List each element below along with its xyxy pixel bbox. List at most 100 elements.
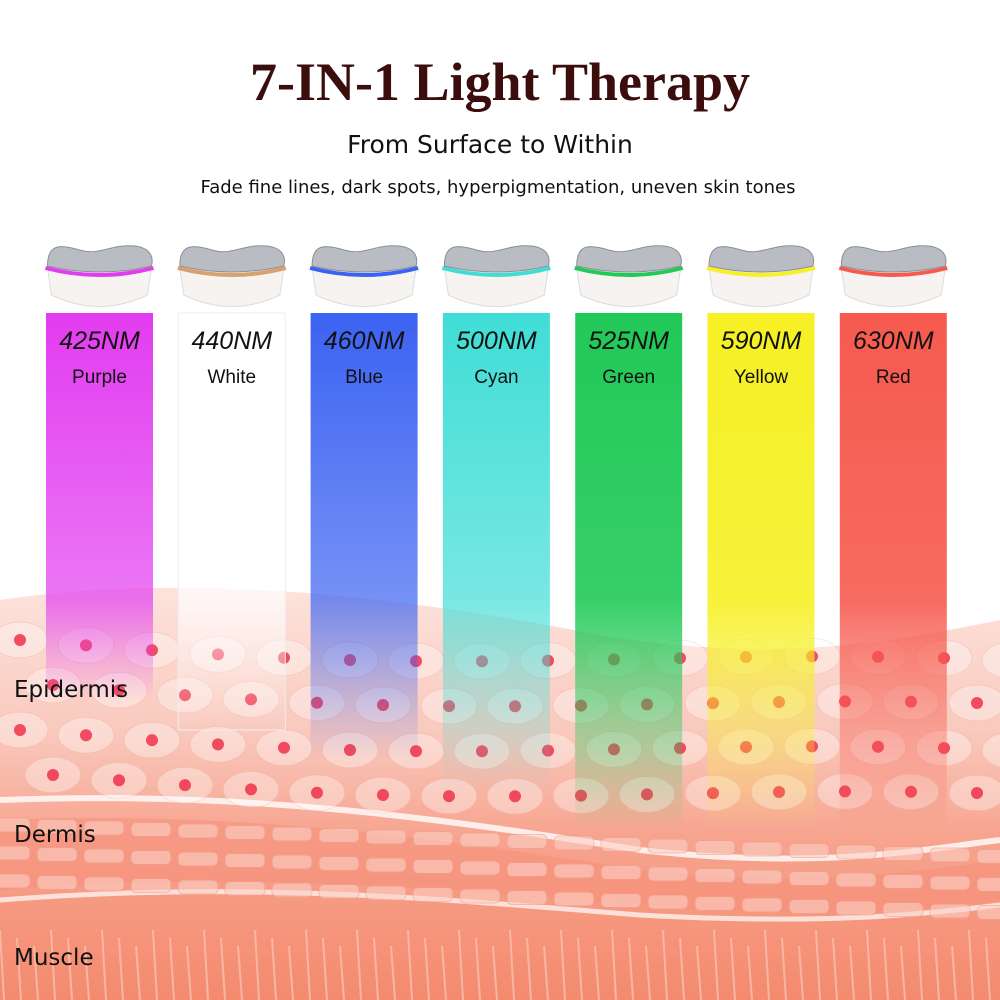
nucleus bbox=[278, 741, 290, 754]
fiber bbox=[506, 890, 548, 905]
nucleus bbox=[212, 738, 224, 751]
light-beam bbox=[310, 313, 418, 760]
fiber bbox=[459, 888, 501, 904]
muscle-fiber bbox=[900, 945, 906, 1000]
fiber bbox=[741, 841, 783, 857]
fiber bbox=[318, 828, 360, 843]
fiber bbox=[271, 826, 313, 842]
nucleus bbox=[443, 790, 455, 803]
nucleus bbox=[80, 729, 92, 742]
muscle-fiber bbox=[152, 929, 158, 1000]
muscle-fiber bbox=[560, 929, 566, 1000]
cell bbox=[981, 643, 1000, 678]
nucleus bbox=[146, 734, 158, 747]
fiber bbox=[130, 878, 172, 893]
title: 7-IN-1 Light Therapy bbox=[250, 52, 750, 112]
device-head bbox=[46, 245, 153, 273]
nucleus bbox=[14, 724, 26, 736]
device-ring bbox=[309, 266, 419, 277]
device-head bbox=[311, 245, 418, 273]
device-ring bbox=[574, 266, 684, 277]
fiber bbox=[647, 894, 689, 910]
fiber bbox=[177, 823, 219, 839]
subtitle: From Surface to Within bbox=[347, 130, 633, 159]
fiber bbox=[412, 831, 454, 846]
nucleus bbox=[113, 774, 125, 787]
device-head bbox=[443, 245, 550, 273]
fiber bbox=[647, 866, 689, 882]
fiber bbox=[882, 902, 924, 917]
muscle-fiber bbox=[305, 929, 311, 1000]
muscle-fiber bbox=[849, 945, 855, 1000]
device-ring bbox=[706, 266, 816, 277]
fiber bbox=[36, 819, 78, 834]
fiber bbox=[976, 905, 1000, 920]
fiber bbox=[83, 848, 125, 864]
fiber bbox=[224, 853, 266, 868]
light-beam bbox=[442, 313, 550, 790]
fiber bbox=[553, 863, 595, 879]
light-column: 630NM Red bbox=[838, 245, 948, 830]
device-ring bbox=[177, 266, 287, 277]
fiber bbox=[647, 838, 689, 854]
muscle-fiber bbox=[390, 945, 396, 1000]
color-name: White bbox=[208, 367, 257, 388]
fiber bbox=[130, 822, 172, 837]
muscle-fiber bbox=[543, 945, 549, 1000]
fiber bbox=[835, 872, 877, 888]
fiber bbox=[459, 832, 501, 848]
fiber bbox=[600, 837, 642, 852]
fiber bbox=[788, 899, 830, 914]
muscle-fiber bbox=[458, 929, 464, 1000]
fiber bbox=[741, 869, 783, 885]
light-column: 460NM Blue bbox=[309, 245, 419, 760]
device-head bbox=[840, 245, 947, 273]
wavelength: 590NM bbox=[721, 327, 802, 355]
muscle-fiber bbox=[866, 929, 872, 1000]
fiber bbox=[412, 887, 454, 902]
fiber bbox=[0, 817, 31, 833]
muscle-fiber bbox=[985, 937, 991, 1000]
fiber bbox=[459, 860, 501, 876]
muscle-fiber bbox=[203, 929, 209, 1000]
muscle-fiber bbox=[407, 929, 413, 1000]
muscle-fiber bbox=[628, 937, 634, 1000]
nucleus bbox=[509, 790, 521, 803]
fiber bbox=[835, 844, 877, 860]
muscle-fiber bbox=[509, 929, 515, 1000]
fiber bbox=[318, 884, 360, 899]
fiber bbox=[882, 846, 924, 861]
wavelength: 525NM bbox=[588, 327, 669, 355]
muscle-fiber bbox=[475, 937, 481, 1000]
muscle-fiber bbox=[577, 937, 583, 1000]
muscle-fiber bbox=[288, 945, 294, 1000]
wavelength: 500NM bbox=[456, 327, 537, 355]
wavelength: 425NM bbox=[59, 327, 140, 355]
muscle-fiber bbox=[798, 945, 804, 1000]
wavelength: 440NM bbox=[192, 327, 273, 355]
device-head bbox=[576, 245, 682, 273]
nucleus bbox=[971, 787, 983, 800]
muscle-fiber bbox=[815, 929, 821, 1000]
fiber bbox=[600, 865, 642, 880]
muscle-fiber bbox=[339, 945, 345, 1000]
muscle-fiber bbox=[679, 937, 685, 1000]
muscle-fiber bbox=[934, 937, 940, 1000]
muscle-fiber bbox=[713, 929, 719, 1000]
muscle-fiber bbox=[492, 945, 498, 1000]
color-name: Green bbox=[602, 367, 655, 388]
muscle-fiber bbox=[747, 945, 753, 1000]
muscle-fiber bbox=[373, 937, 379, 1000]
muscle-fiber bbox=[832, 937, 838, 1000]
muscle-fiber bbox=[0, 929, 5, 1000]
light-column: 500NM Cyan bbox=[441, 245, 551, 790]
light-beam bbox=[839, 313, 947, 830]
device-head bbox=[179, 245, 285, 273]
layer-label: Dermis bbox=[14, 822, 96, 848]
light-beam bbox=[46, 313, 153, 700]
device-head bbox=[708, 245, 815, 273]
muscle-fiber bbox=[186, 945, 192, 1000]
fiber bbox=[365, 829, 407, 845]
fiber bbox=[506, 862, 548, 877]
